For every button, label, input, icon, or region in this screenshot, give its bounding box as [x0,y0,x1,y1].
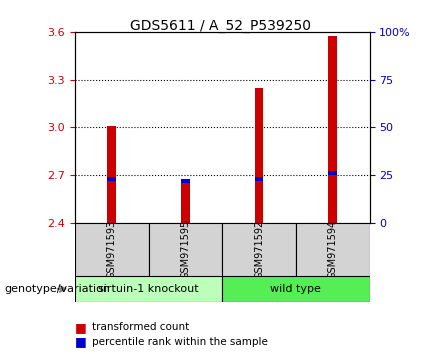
Bar [75,223,149,276]
Bar [75,276,222,302]
Bar [149,223,222,276]
Bar [222,276,370,302]
Text: GSM971592: GSM971592 [254,220,264,279]
Bar [328,171,337,175]
Bar [255,88,264,223]
Text: wild type: wild type [271,284,321,294]
Text: percentile rank within the sample: percentile rank within the sample [92,337,268,347]
Text: sirtuin-1 knockout: sirtuin-1 knockout [98,284,199,294]
Bar [255,177,264,181]
Bar [181,179,190,183]
Text: genotype/variation: genotype/variation [4,284,110,294]
Bar [222,223,296,276]
Bar [107,126,116,223]
Bar [296,223,370,276]
Text: ■: ■ [75,321,87,334]
Bar [107,177,116,181]
Text: GSM971594: GSM971594 [328,220,338,279]
Text: GSM971593: GSM971593 [106,220,117,279]
Bar [328,36,337,223]
Text: ■: ■ [75,335,87,348]
Text: transformed count: transformed count [92,322,190,332]
Text: GSM971595: GSM971595 [180,220,191,279]
Bar [181,179,190,223]
Text: GDS5611 / A_52_P539250: GDS5611 / A_52_P539250 [129,19,311,34]
